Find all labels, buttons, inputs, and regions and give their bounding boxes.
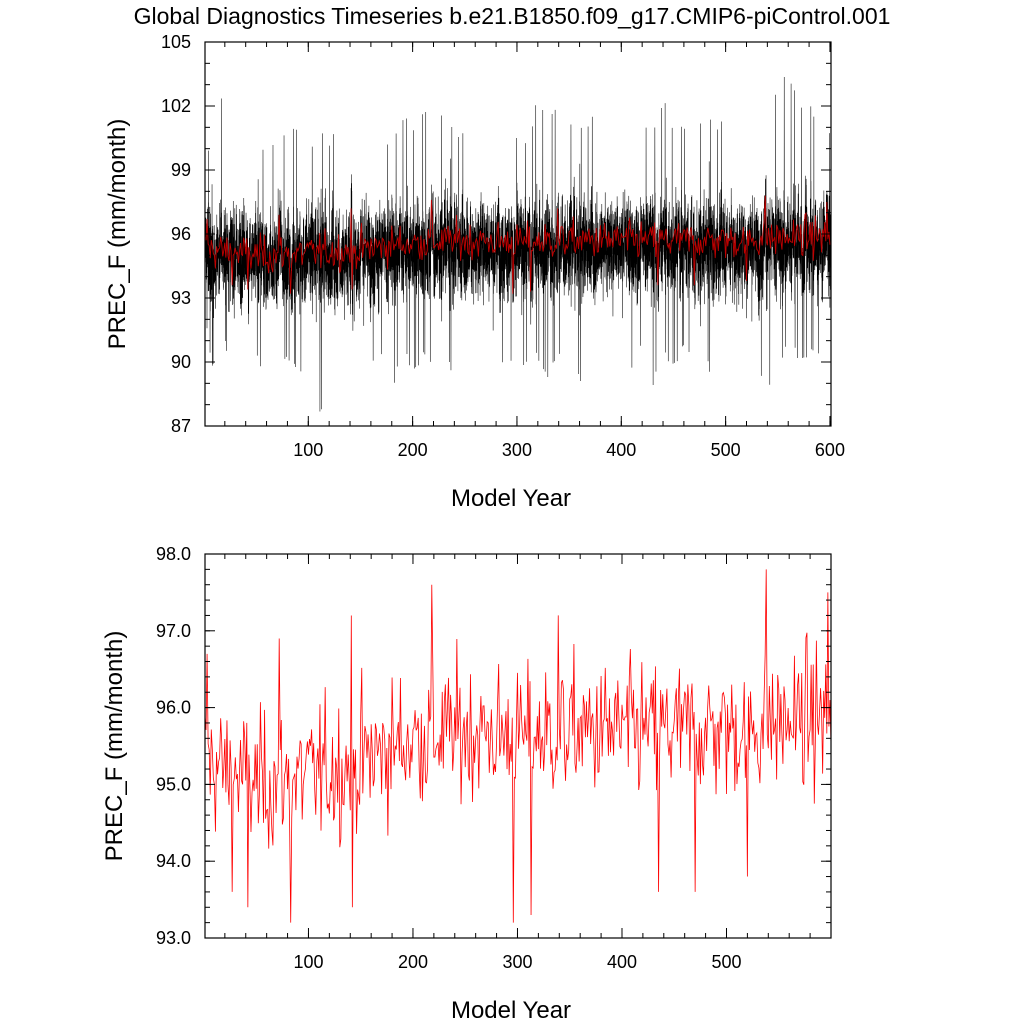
annual-mean-series-line [205,569,831,923]
x-tick-label: 300 [502,440,532,460]
x-axis-label-top: Model Year [451,485,571,512]
x-tick-label: 200 [398,952,428,972]
chart-title: Global Diagnostics Timeseries b.e21.B185… [134,3,891,29]
y-tick-label: 97.0 [156,621,191,641]
monthly-timeseries-panel: 87 90 93 96 99 102 105 100 200 300 400 500 600 PREC_… [104,32,845,512]
x-tick-label: 500 [711,440,741,460]
x-axis-label-bottom: Model Year [451,997,571,1024]
y-tick-label: 93.0 [156,928,191,948]
y-tick-label: 99 [171,160,191,180]
y-tick-label: 90 [171,352,191,372]
x-tick-label: 400 [607,952,637,972]
y-tick-label: 93 [171,288,191,308]
y-axis-label-bottom: PREC_F (mm/month) [101,631,128,862]
x-tick-label: 300 [502,952,532,972]
y-axis-label-top: PREC_F (mm/month) [104,119,131,350]
x-tick-label: 100 [293,952,323,972]
y-tick-label: 96 [171,224,191,244]
axes-bottom: 93.0 94.0 95.0 96.0 97.0 98.0 100 200 300 400 500 [156,544,831,972]
y-tick-label: 94.0 [156,851,191,871]
x-tick-label: 200 [398,440,428,460]
y-tick-label: 96.0 [156,698,191,718]
series-layer [205,76,831,412]
y-tick-label: 105 [161,32,191,52]
annual-mean-series-line [205,195,831,294]
series-layer [205,569,831,923]
x-tick-label: 100 [293,440,323,460]
y-tick-label: 87 [171,416,191,436]
plot-frame-bottom [204,553,832,939]
x-tick-label: 500 [711,952,741,972]
y-tick-label: 98.0 [156,544,191,564]
axes-top: 87 90 93 96 99 102 105 100 200 300 400 500 600 [161,32,845,460]
y-tick-label: 102 [161,96,191,116]
y-tick-label: 95.0 [156,774,191,794]
x-tick-label: 400 [606,440,636,460]
x-tick-label: 600 [815,440,845,460]
